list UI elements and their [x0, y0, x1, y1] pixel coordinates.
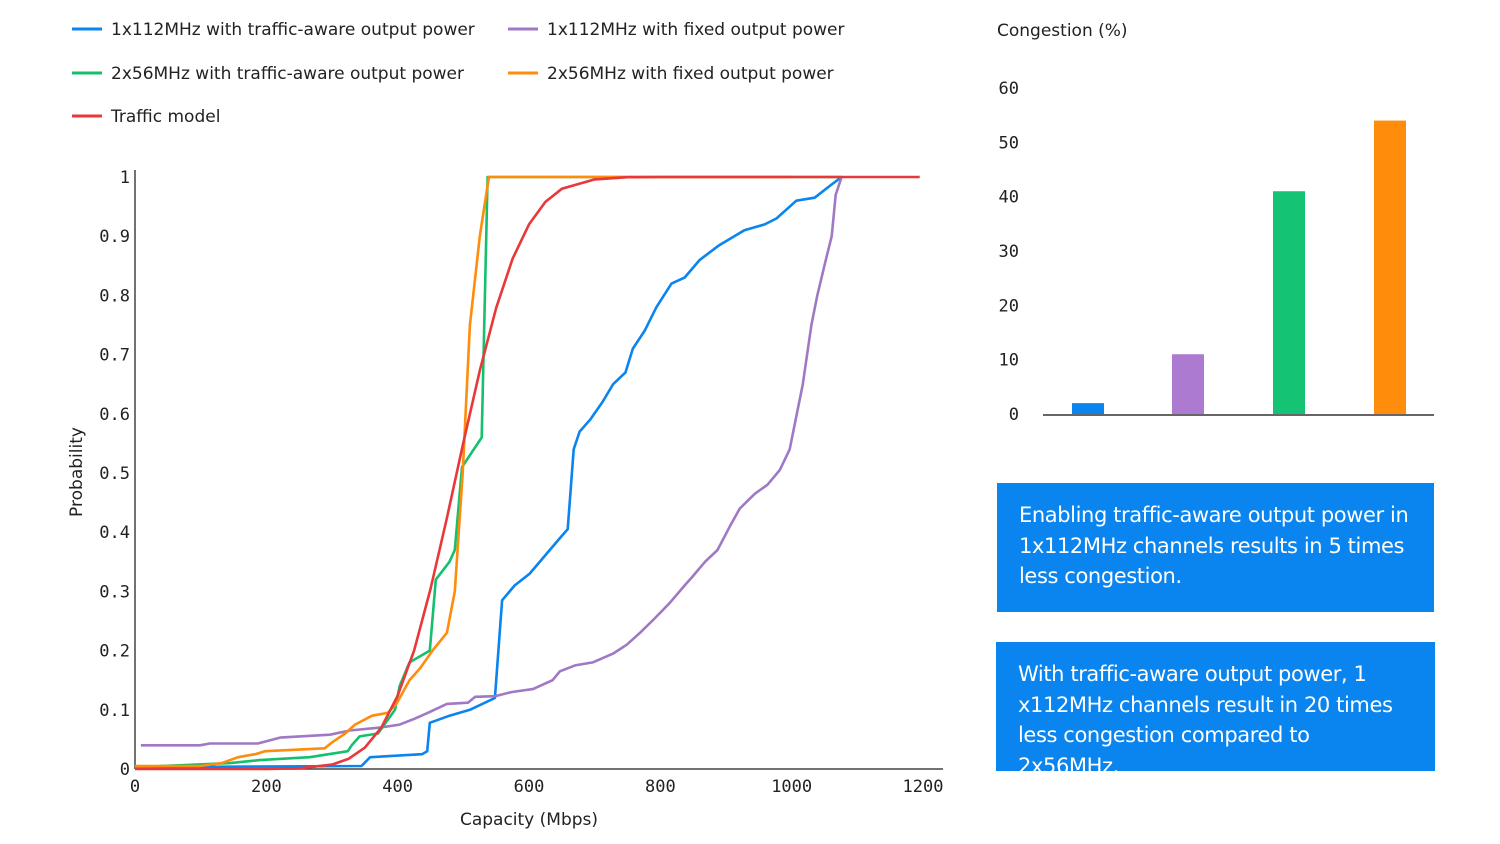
y-tick-label: 0.4	[99, 523, 130, 543]
x-tick-label: 1000	[771, 777, 812, 797]
bar-chart-title: Congestion (%)	[997, 21, 1128, 41]
y-tick-label: 0.5	[99, 464, 130, 484]
x-tick-label: 800	[645, 777, 676, 797]
bar-y-tick-label: 20	[999, 296, 1019, 316]
series-line-3	[135, 175, 792, 768]
legend-label-1: 1x112MHz with fixed output power	[547, 20, 845, 40]
y-tick-label: 0.1	[99, 701, 130, 721]
x-tick-label: 1200	[903, 777, 944, 797]
x-tick-label: 600	[514, 777, 545, 797]
bar-2	[1273, 191, 1305, 414]
bar-y-tick-label: 50	[999, 133, 1019, 153]
x-tick-label: 200	[251, 777, 282, 797]
series-line-1	[140, 176, 843, 747]
x-axis-title: Capacity (Mbps)	[460, 810, 598, 830]
line-chart-series	[134, 175, 920, 771]
legend-label-4: Traffic model	[110, 107, 220, 127]
y-tick-label: 0.3	[99, 582, 130, 602]
y-tick-label: 0.2	[99, 642, 130, 662]
x-tick-label: 0	[130, 777, 140, 797]
bar-1	[1172, 354, 1204, 414]
bar-0	[1072, 403, 1104, 414]
series-line-2	[134, 175, 842, 769]
series-line-0	[134, 175, 843, 769]
x-tick-label: 400	[382, 777, 413, 797]
bar-y-tick-label: 30	[999, 242, 1019, 262]
note-box-2: With traffic-aware output power, 1 x112M…	[996, 642, 1435, 778]
bar-chart: Congestion (%) 0 10 20 30 40 50 60	[997, 21, 1434, 425]
bar-y-tick-label: 0	[1009, 405, 1019, 425]
y-tick-label: 0.6	[99, 405, 130, 425]
y-tick-label: 0	[120, 760, 130, 780]
series-line-4	[135, 175, 920, 771]
y-axis-title: Probability	[67, 427, 87, 517]
legend-label-3: 2x56MHz with fixed output power	[547, 64, 834, 84]
line-chart-axes: 0 200 400 600 800 1000 1200 0 0.1 0.2 0.3 0.4 0.5 0.6…	[67, 168, 943, 830]
legend-label-2: 2x56MHz with traffic-aware output power	[111, 64, 464, 84]
y-tick-label: 0.9	[99, 227, 130, 247]
note-text-1: Enabling traffic-aware output power in 1…	[1019, 503, 1409, 588]
bar-y-tick-label: 60	[999, 79, 1019, 99]
bar-3	[1374, 120, 1406, 414]
legend: 1x112MHz with traffic-aware output power…	[72, 20, 845, 127]
note-box-1: Enabling traffic-aware output power in 1…	[997, 483, 1434, 612]
note-text-2: With traffic-aware output power, 1 x112M…	[1018, 662, 1393, 778]
y-tick-label: 0.8	[99, 286, 130, 306]
bar-y-tick-label: 40	[999, 188, 1019, 208]
y-tick-label: 1	[120, 168, 130, 188]
y-tick-label: 0.7	[99, 346, 130, 366]
bar-y-tick-label: 10	[999, 351, 1019, 371]
legend-label-0: 1x112MHz with traffic-aware output power	[111, 20, 475, 40]
